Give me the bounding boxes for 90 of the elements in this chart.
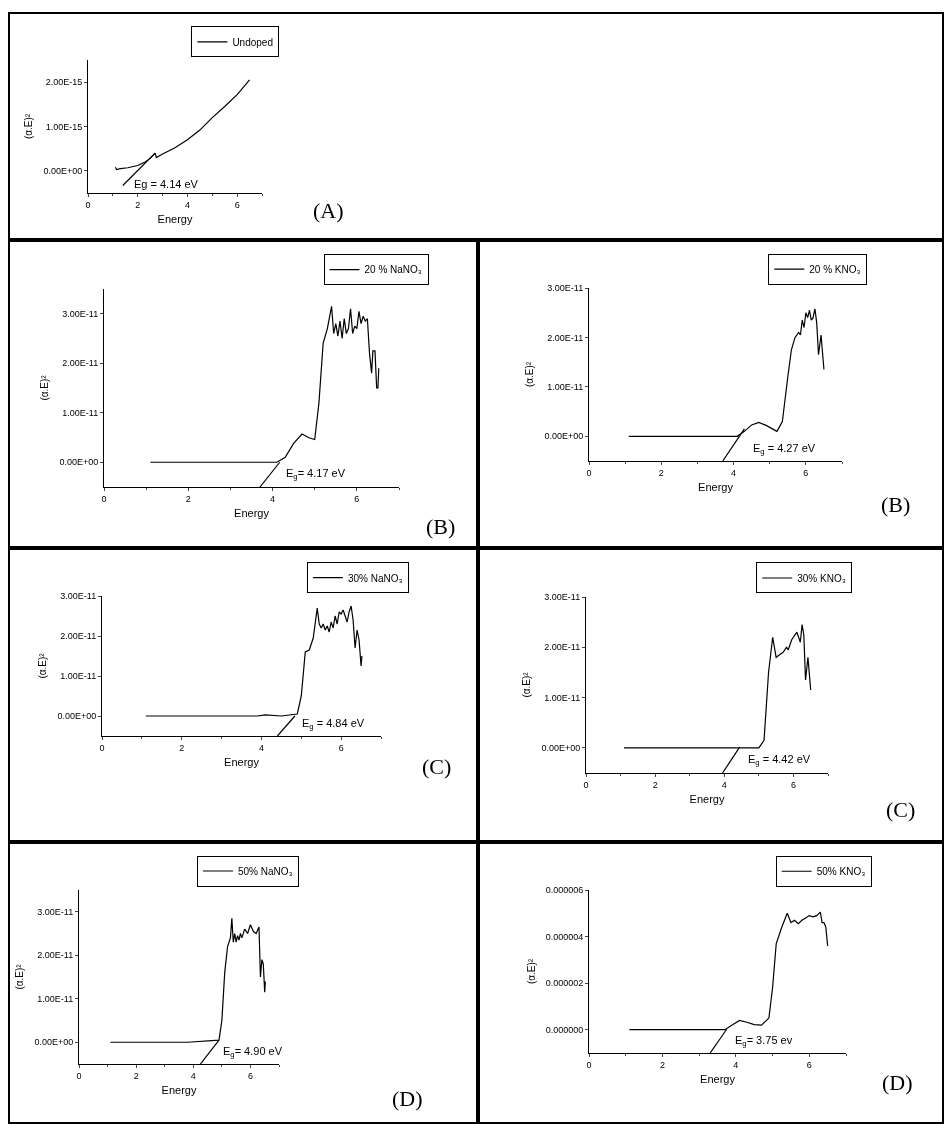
y-tick-label: 3.00E-11 bbox=[547, 283, 584, 294]
y-tick-label: 1.00E-11 bbox=[547, 382, 584, 393]
x-tick-label: 6 bbox=[790, 779, 796, 790]
x-tick-label: 0 bbox=[101, 493, 107, 504]
legend-label: 30% NaNO₃ bbox=[347, 572, 403, 584]
annotation: E$_{g}$= 4.17 eV bbox=[286, 467, 346, 482]
x-tick-label: 0 bbox=[583, 779, 589, 790]
y-tick-label: 0.00E+00 bbox=[34, 1037, 74, 1048]
x-tick-label: 6 bbox=[803, 467, 809, 478]
x-tick-label: 0 bbox=[76, 1070, 82, 1081]
x-tick-label: 0 bbox=[99, 742, 105, 753]
x-tick-label: 0 bbox=[85, 199, 91, 210]
y-tick-label: 1.00E-11 bbox=[544, 692, 581, 703]
y-tick-label: 2.00E-11 bbox=[62, 358, 99, 369]
y-tick-label: 1.00E-11 bbox=[37, 993, 74, 1004]
y-tick-label: 2.00E-11 bbox=[60, 631, 97, 642]
y-tick-label: 3.00E-11 bbox=[544, 592, 581, 603]
y-axis-title: (α.E)² bbox=[14, 963, 26, 990]
y-axis-title: (α.E)² bbox=[521, 671, 533, 698]
y-tick-label: 2.00E-15 bbox=[45, 77, 83, 88]
text: (C) bbox=[422, 754, 452, 779]
text: (B) bbox=[426, 514, 456, 539]
x-tick-label: 2 bbox=[658, 467, 664, 478]
annotation: E$_{g}$= 4.90 eV bbox=[223, 1045, 283, 1060]
y-axis-title: (α.E)² bbox=[524, 361, 536, 388]
x-tick-label: 2 bbox=[185, 493, 191, 504]
legend-label: 50% KNO₃ bbox=[816, 866, 866, 878]
x-tick-label: 6 bbox=[806, 1059, 812, 1070]
y-tick-label: 0.00E+00 bbox=[57, 711, 97, 722]
y-tick-label: 3.00E-11 bbox=[62, 308, 99, 319]
x-tick-label: 0 bbox=[586, 467, 592, 478]
legend-label: Undoped bbox=[232, 36, 273, 48]
x-tick-label: 2 bbox=[133, 1070, 139, 1081]
y-tick-label: 0.000004 bbox=[545, 931, 584, 942]
x-tick-label: 4 bbox=[733, 1059, 739, 1070]
y-axis-title: (α.E)² bbox=[525, 958, 537, 985]
x-tick-label: 4 bbox=[270, 493, 276, 504]
annotation: E$_{g}$ = 4.42 eV bbox=[748, 753, 811, 768]
x-tick-label: 6 bbox=[354, 493, 360, 504]
y-axis-title: (α.E)² bbox=[23, 113, 35, 140]
annotation: E$_{g}$ = 4.84 eV bbox=[302, 717, 365, 732]
y-tick-label: 0.00E+00 bbox=[43, 165, 83, 176]
x-axis-title: Energy bbox=[700, 1073, 736, 1085]
y-tick-label: 0.000002 bbox=[545, 978, 584, 989]
y-tick-label: 0.00E+00 bbox=[59, 457, 99, 468]
y-tick-label: 0.000006 bbox=[545, 885, 584, 896]
y-tick-label: 0.00E+00 bbox=[544, 431, 584, 442]
legend-label: 30% KNO₃ bbox=[797, 572, 846, 584]
legend-label: 20 % KNO₃ bbox=[809, 263, 861, 275]
x-axis-title: Energy bbox=[689, 793, 725, 805]
y-tick-label: 3.00E-11 bbox=[60, 591, 97, 602]
text: (D) bbox=[392, 1086, 423, 1111]
x-axis-title: Energy bbox=[698, 481, 734, 493]
y-tick-label: 1.00E-11 bbox=[60, 671, 97, 682]
annotation: E$_{g}$ = 4.27 eV bbox=[753, 442, 816, 457]
x-tick-label: 4 bbox=[258, 742, 264, 753]
x-tick-label: 6 bbox=[338, 742, 344, 753]
x-tick-label: 4 bbox=[184, 199, 190, 210]
x-axis-title: Energy bbox=[224, 756, 260, 768]
text: (A) bbox=[313, 198, 344, 223]
y-tick-label: 1.00E-11 bbox=[62, 407, 99, 418]
x-tick-label: 4 bbox=[721, 779, 727, 790]
y-tick-label: 3.00E-11 bbox=[37, 906, 74, 917]
annotation: E$_{g}$= 3.75 ev bbox=[735, 1034, 793, 1049]
y-tick-label: 2.00E-11 bbox=[544, 642, 581, 653]
text: (C) bbox=[886, 797, 916, 822]
annotation: Eg = 4.14 eV bbox=[134, 178, 199, 190]
y-axis-title: (α.E)² bbox=[37, 652, 49, 679]
y-tick-label: 0.000000 bbox=[545, 1024, 584, 1035]
x-tick-label: 4 bbox=[190, 1070, 196, 1081]
x-axis-title: Energy bbox=[234, 507, 270, 519]
x-tick-label: 2 bbox=[652, 779, 658, 790]
y-tick-label: 1.00E-15 bbox=[45, 121, 83, 132]
y-axis-title: (α.E)² bbox=[39, 374, 51, 401]
x-axis-title: Energy bbox=[161, 1084, 197, 1096]
text: (B) bbox=[881, 492, 911, 517]
text: (D) bbox=[882, 1070, 913, 1095]
x-tick-label: 4 bbox=[731, 467, 737, 478]
x-tick-label: 6 bbox=[234, 199, 240, 210]
x-axis-title: Energy bbox=[157, 213, 193, 225]
x-tick-label: 2 bbox=[135, 199, 141, 210]
y-tick-label: 2.00E-11 bbox=[37, 950, 74, 961]
legend-label: 50% NaNO₃ bbox=[238, 865, 293, 877]
x-tick-label: 6 bbox=[247, 1070, 253, 1081]
y-tick-label: 2.00E-11 bbox=[547, 332, 584, 343]
legend-label: 20 % NaNO₃ bbox=[364, 264, 422, 276]
x-tick-label: 2 bbox=[179, 742, 185, 753]
x-tick-label: 0 bbox=[586, 1059, 592, 1070]
x-tick-label: 2 bbox=[659, 1059, 665, 1070]
y-tick-label: 0.00E+00 bbox=[541, 743, 581, 754]
